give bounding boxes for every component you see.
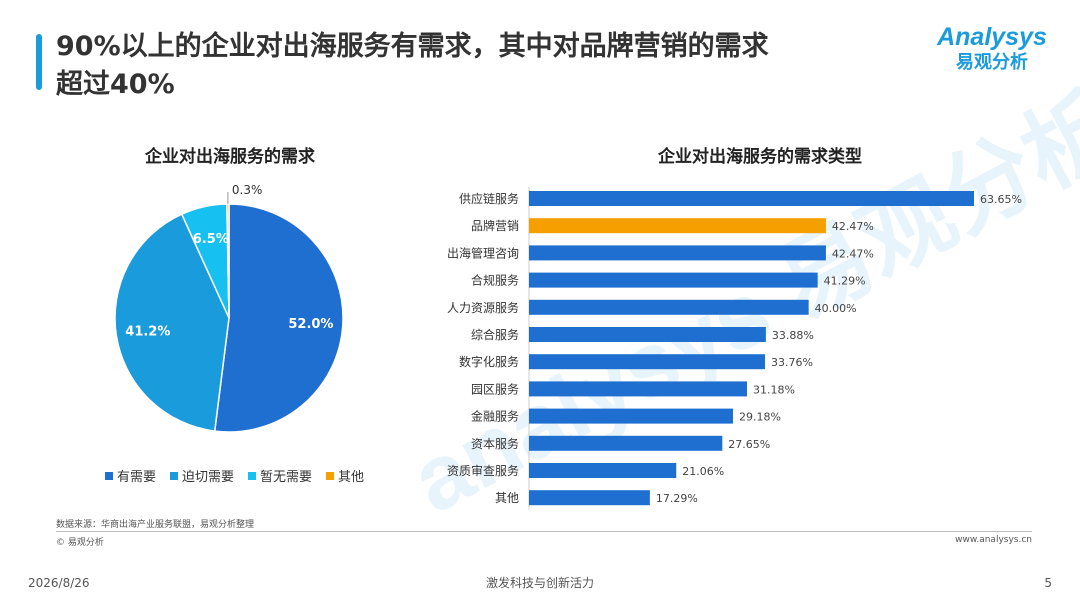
pie-legend: 有需要 迫切需要 暂无需要 其他 [105,466,364,485]
bar-category-label: 出海管理咨询 [447,245,519,260]
bar [529,463,677,478]
footer-date: 2026/8/26 [28,576,90,590]
copyright: © 易观分析 [56,538,104,548]
page-title: 90%以上的企业对出海服务有需求，其中对品牌营销的需求 超过40% [56,28,916,104]
bar-value-label: 17.29% [656,492,698,505]
logo-english: Analysys [937,23,1047,51]
pie-data-label: 6.5% [193,232,229,247]
legend-swatch [105,471,113,480]
bar-value-label: 42.47% [832,247,874,260]
logo-chinese: 易观分析 [956,52,1028,73]
bar-category-label: 供应链服务 [459,191,519,206]
bar-value-label: 29.18% [739,411,781,424]
legend-swatch [326,471,335,480]
pie-data-label: 0.3% [232,183,263,197]
legend-swatch [248,471,257,480]
bar [529,245,826,261]
page-title-line2: 超过40% [56,69,175,100]
bar [529,191,974,206]
bar-value-label: 40.00% [815,302,857,315]
legend-label: 有需要 [117,470,157,485]
bar-value-label: 21.06% [682,465,724,478]
bar-category-label: 人力资源服务 [447,300,519,315]
legend-item: 其他 [326,466,364,485]
bar-category-label: 资质审查服务 [447,463,519,478]
bar-value-label: 42.47% [832,220,874,233]
legend-label: 暂无需要 [260,470,313,485]
title-accent-bar [36,34,42,90]
bar-category-label: 园区服务 [471,381,519,396]
analysys-logo: Analysys 易观分析 [932,22,1052,74]
bar [529,327,766,342]
bar [529,490,650,506]
bar [529,272,818,288]
legend-swatch [170,471,179,480]
bar-category-label: 金融服务 [471,409,519,424]
bar [529,435,723,451]
bar [529,354,766,370]
bar-value-label: 27.65% [728,438,770,451]
bar-category-label: 其他 [495,491,519,505]
bar-category-label: 品牌营销 [471,219,519,233]
page-title-line1: 90%以上的企业对出海服务有需求，其中对品牌营销的需求 [56,31,769,62]
page-number: 5 [1044,576,1052,590]
website-link[interactable]: www.analysys.cn [955,535,1032,545]
bar-value-label: 63.65% [980,193,1022,206]
pie-data-label: 52.0% [288,317,333,332]
bar-value-label: 33.76% [771,356,813,369]
footer-slogan: 激发科技与创新活力 [485,576,594,590]
bar [529,381,747,397]
bar-value-label: 41.29% [824,275,866,288]
pie-chart-title: 企业对出海服务的需求 [145,147,315,167]
pie-slice [213,203,344,433]
bar-value-label: 33.88% [772,329,814,342]
legend-item: 有需要 [105,466,156,485]
data-source: 数据来源：华商出海产业服务联盟，易观分析整理 [56,520,255,530]
pie-data-label: 41.2% [125,324,170,339]
bar-value-label: 31.18% [753,383,795,396]
bar-chart-title: 企业对出海服务的需求类型 [658,147,862,167]
bar-category-label: 综合服务 [471,327,519,342]
bar-category-label: 数字化服务 [459,354,519,369]
bar-category-label: 资本服务 [471,436,519,451]
legend-label: 其他 [338,470,365,485]
bar [529,408,734,424]
legend-label: 迫切需要 [182,470,235,485]
footer-divider [56,531,1032,532]
legend-item: 暂无需要 [248,466,312,485]
bar [529,218,826,234]
bar [529,299,809,315]
legend-item: 迫切需要 [170,466,234,485]
bar-category-label: 合规服务 [471,273,519,288]
pie-slice [114,213,230,432]
